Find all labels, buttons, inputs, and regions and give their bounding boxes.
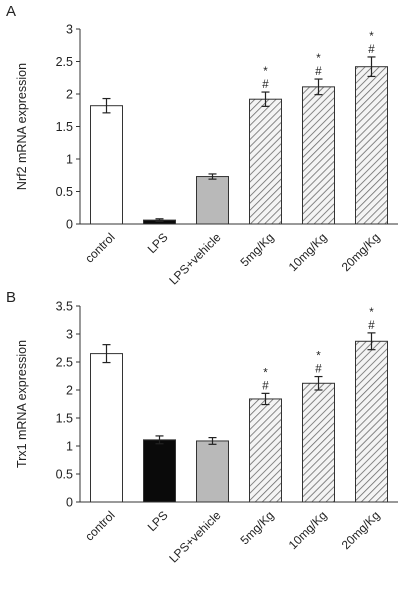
panel-letter: B <box>6 289 16 306</box>
x-tick-label: 5mg/Kg <box>237 230 276 269</box>
y-tick-label: 1 <box>66 440 73 454</box>
significance-star: * <box>263 367 268 379</box>
bar <box>355 340 388 503</box>
y-axis-label: Nrf2 mRNA expression <box>15 63 29 190</box>
significance-star: * <box>316 53 321 65</box>
y-tick-label: 1 <box>66 153 73 167</box>
x-tick-label: 10mg/Kg <box>286 508 330 552</box>
y-tick-label: 3 <box>66 23 73 37</box>
y-tick-label: 2 <box>66 88 73 102</box>
bar <box>90 353 123 503</box>
x-tick-label: control <box>82 508 117 543</box>
x-tick-label: LPS <box>145 508 171 534</box>
bar <box>196 440 229 503</box>
y-tick-label: 0.5 <box>56 468 73 482</box>
bar <box>249 398 282 503</box>
bar <box>355 66 388 225</box>
significance-hash: # <box>315 364 322 376</box>
significance-hash: # <box>368 44 375 56</box>
panel-b: B Trx1 mRNA expression 0 0.5 1 1.5 2 2.5 3 3.5 con… <box>6 289 398 566</box>
significance-hash: # <box>262 380 269 392</box>
bar <box>302 382 335 503</box>
y-tick-label: 3.5 <box>56 300 73 314</box>
y-tick-label: 3 <box>66 328 73 342</box>
significance-hash: # <box>262 79 269 91</box>
y-tick-label: 1.5 <box>56 120 73 134</box>
y-tick-label: 2 <box>66 384 73 398</box>
bar <box>196 176 229 225</box>
x-tick-label: LPS+vehicle <box>166 508 224 566</box>
y-tick-label: 0.5 <box>56 185 73 199</box>
bar <box>90 105 123 225</box>
y-tick-label: 2.5 <box>56 356 73 370</box>
significance-star: * <box>263 66 268 78</box>
panel-a: A Nrf2 mRNA expression 0 0.5 1 1.5 2 2.5 3 contro… <box>6 3 398 288</box>
x-tick-label: LPS <box>145 230 171 256</box>
x-tick-label: 20mg/Kg <box>339 508 383 552</box>
panel-letter: A <box>6 3 16 20</box>
significance-star: * <box>369 31 374 43</box>
x-tick-label: LPS+vehicle <box>166 230 224 288</box>
y-tick-label: 1.5 <box>56 412 73 426</box>
bar <box>302 86 335 225</box>
x-tick-label: 20mg/Kg <box>339 230 383 274</box>
y-tick-label: 0 <box>66 496 73 510</box>
x-tick-label: 10mg/Kg <box>286 230 330 274</box>
bar <box>249 98 282 225</box>
significance-star: * <box>316 351 321 363</box>
bar <box>143 439 176 503</box>
x-tick-label: 5mg/Kg <box>237 508 276 547</box>
significance-star: * <box>369 307 374 319</box>
x-tick-label: control <box>82 230 117 265</box>
y-tick-label: 0 <box>66 218 73 232</box>
y-tick-label: 2.5 <box>56 55 73 69</box>
significance-hash: # <box>315 66 322 78</box>
y-axis-label: Trx1 mRNA expression <box>15 340 29 468</box>
significance-hash: # <box>368 320 375 332</box>
